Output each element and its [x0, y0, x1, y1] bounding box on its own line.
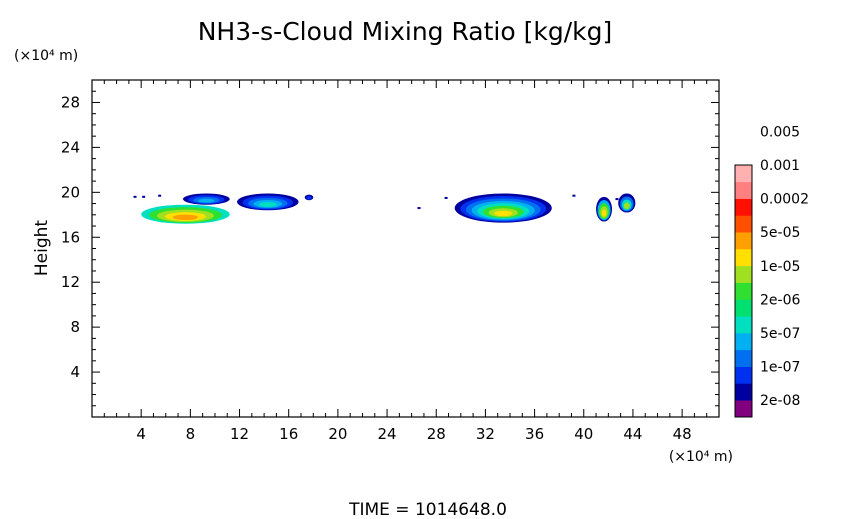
footer-time: TIME = 1014648.0 — [348, 500, 507, 519]
cloud-speck — [444, 196, 448, 199]
chart-title: NH3-s-Cloud Mixing Ratio [kg/kg] — [198, 17, 613, 46]
colorbar-swatch — [735, 215, 752, 233]
colorbar-swatch — [735, 198, 752, 216]
y-tick-label: 20 — [61, 183, 80, 201]
heatmap-layer — [141, 193, 636, 224]
colorbar: 2e-08 1e-07 5e-07 2e-06 1e-05 5e-05 0.0002 0.00… — [734, 124, 809, 418]
cloud-a-upper — [182, 193, 230, 205]
y-axis-label: Height — [32, 220, 52, 277]
x-tick-label: 44 — [623, 425, 642, 443]
cloud-speck — [572, 194, 576, 197]
colorbar-label: 0.001 — [760, 158, 800, 174]
cloud-b — [237, 193, 299, 211]
cloud-level — [601, 209, 607, 217]
cloud-level — [198, 198, 215, 203]
cloud-speck — [158, 194, 162, 197]
colorbar-swatch — [735, 265, 752, 283]
cloud-speck — [133, 195, 137, 198]
x-tick-label: 12 — [230, 425, 249, 443]
cloud-level — [623, 202, 630, 210]
cloud-level — [259, 202, 277, 207]
cloud-speck — [417, 207, 421, 210]
y-unit-label: (×10⁴ m) — [14, 48, 78, 64]
cloud-a-lower — [141, 204, 230, 224]
cloud-level — [172, 214, 199, 221]
colorbar-swatch — [735, 400, 752, 418]
colorbar-swatch — [735, 165, 752, 183]
specks-layer — [133, 194, 619, 210]
colorbar-swatch — [735, 282, 752, 300]
y-tick-label: 4 — [70, 363, 80, 381]
y-tick-label: 16 — [61, 228, 80, 246]
colorbar-label: 2e-08 — [760, 393, 800, 409]
x-tick-label: 28 — [427, 425, 446, 443]
colorbar-swatch — [735, 333, 752, 351]
x-tick-label: 24 — [378, 425, 397, 443]
x-tick-label: 40 — [574, 425, 593, 443]
colorbar-swatch — [735, 181, 752, 199]
colorbar-label: 5e-07 — [760, 326, 800, 342]
colorbar-swatch — [735, 316, 752, 334]
y-tick-label: 12 — [61, 273, 80, 291]
y-tick-label: 28 — [61, 93, 80, 111]
cloud-c — [454, 193, 552, 223]
cloud-level — [306, 196, 312, 200]
cloud-level — [494, 210, 513, 217]
cloud-d-left — [596, 196, 613, 222]
y-tick-label: 24 — [61, 138, 80, 156]
colorbar-label: 0.005 — [760, 124, 800, 140]
colorbar-label: 1e-05 — [760, 259, 800, 275]
colorbar-swatch — [735, 366, 752, 384]
y-tick-label: 8 — [70, 318, 80, 336]
x-tick-label: 32 — [476, 425, 495, 443]
colorbar-swatch — [735, 383, 752, 401]
colorbar-swatch — [735, 349, 752, 367]
colorbar-label: 1e-07 — [760, 360, 800, 376]
plot-frame — [91, 79, 720, 418]
x-unit-label: (×10⁴ m) — [669, 449, 733, 465]
colorbar-swatch — [735, 299, 752, 317]
colorbar-frame — [734, 164, 753, 418]
cloud-b-tail — [304, 194, 314, 201]
x-tick-label: 36 — [525, 425, 544, 443]
colorbar-label: 5e-05 — [760, 225, 800, 241]
colorbar-swatch — [735, 232, 752, 250]
cloud-speck — [142, 195, 146, 198]
colorbar-label: 2e-06 — [760, 292, 800, 308]
cloud-speck — [615, 198, 619, 201]
x-tick-label: 48 — [673, 425, 692, 443]
cloud-d-right — [618, 193, 636, 213]
colorbar-swatch — [735, 249, 752, 267]
x-tick-label: 20 — [328, 425, 347, 443]
colorbar-label: 0.0002 — [760, 192, 809, 208]
x-tick-label: 8 — [186, 425, 196, 443]
x-tick-label: 4 — [136, 425, 146, 443]
x-tick-label: 16 — [279, 425, 298, 443]
